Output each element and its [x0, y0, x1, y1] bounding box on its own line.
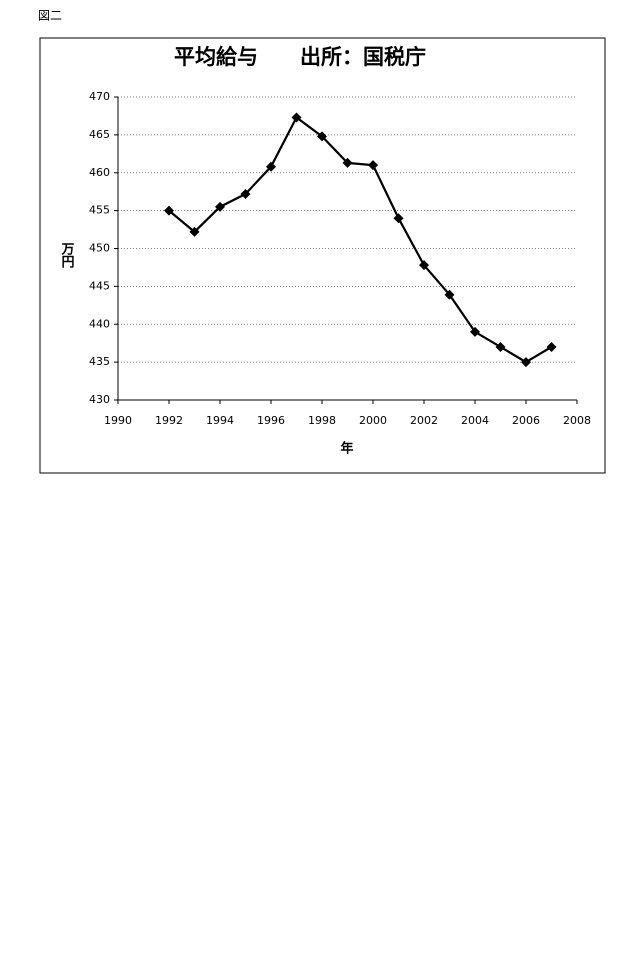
- y-tick-label: 435: [89, 355, 110, 368]
- y-tick-label: 455: [89, 204, 110, 217]
- y-axis-label: 万円: [59, 242, 76, 269]
- y-tick-label: 470: [89, 90, 110, 103]
- data-point: [164, 205, 174, 216]
- data-point: [317, 131, 327, 142]
- data-point: [215, 201, 225, 212]
- chart-title: 平均給与 出所：国税庁: [174, 45, 426, 69]
- y-tick-label: 430: [89, 393, 110, 406]
- y-tick-label: 460: [89, 166, 110, 179]
- data-point: [240, 188, 251, 199]
- data-point: [368, 160, 378, 171]
- data-point: [521, 357, 531, 368]
- x-tick-label: 1992: [155, 414, 183, 427]
- y-tick-label: 440: [89, 317, 110, 330]
- data-point: [342, 157, 353, 168]
- x-tick-label: 2008: [563, 414, 591, 427]
- x-tick-label: 1994: [206, 414, 234, 427]
- x-tick-label: 1996: [257, 414, 285, 427]
- x-tick-label: 2000: [359, 414, 387, 427]
- chart-frame: [39, 37, 606, 474]
- data-point: [444, 289, 455, 300]
- x-tick-label: 2006: [512, 414, 540, 427]
- x-tick-label: 1990: [104, 414, 132, 427]
- data-point: [546, 341, 557, 352]
- figure-label: 図二: [38, 9, 62, 23]
- data-point: [393, 213, 404, 224]
- y-tick-label: 445: [89, 279, 110, 292]
- data-line: [168, 115, 553, 364]
- data-point: [495, 341, 506, 352]
- data-point: [419, 260, 429, 271]
- y-tick-label: 450: [89, 242, 110, 255]
- x-axis-label: 年: [340, 441, 353, 457]
- x-tick-label: 2002: [410, 414, 438, 427]
- data-point: [291, 112, 302, 123]
- data-point: [189, 226, 200, 237]
- x-tick-label: 1998: [308, 414, 336, 427]
- data-point: [470, 326, 480, 337]
- y-tick-label: 465: [89, 128, 110, 141]
- data-point: [266, 161, 276, 172]
- x-tick-label: 2004: [461, 414, 489, 427]
